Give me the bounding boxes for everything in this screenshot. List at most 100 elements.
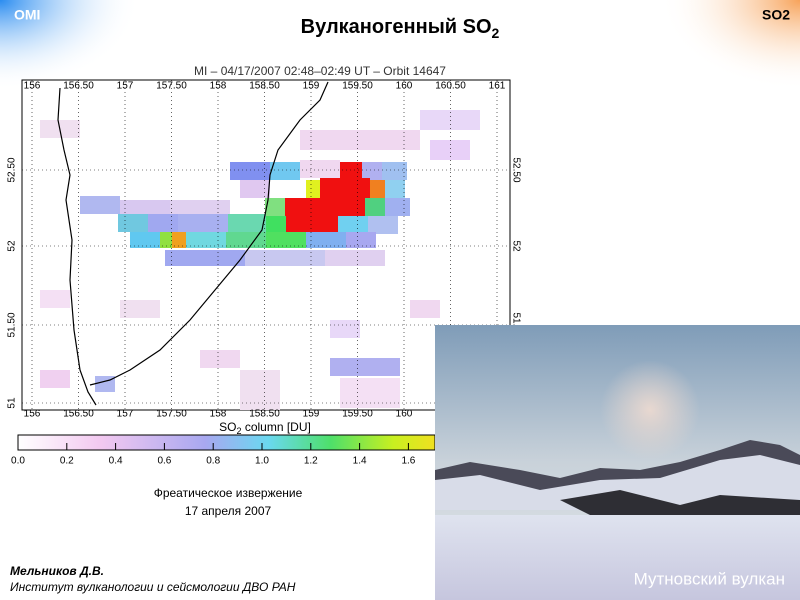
so2-pixel <box>40 290 70 308</box>
so2-pixel <box>80 196 120 214</box>
author-affiliation: Институт вулканологии и сейсмологии ДВО … <box>10 580 296 594</box>
lat-label: 52 <box>7 240 18 252</box>
photo: Мутновский вулкан <box>435 325 800 600</box>
so2-pixel <box>200 350 240 368</box>
lon-label: 158 <box>210 81 227 92</box>
so2-pixel <box>370 180 385 198</box>
so2-pixel <box>330 320 360 338</box>
title-sub: 2 <box>492 25 500 41</box>
so2-pixel <box>120 200 170 216</box>
so2-pixel <box>362 162 382 180</box>
photo-snowline <box>435 455 800 510</box>
lon-label: 157.50 <box>156 81 187 92</box>
so2-pixel <box>118 214 148 232</box>
so2-pixel <box>340 378 400 408</box>
colorbar-title: SO2 column [DU] <box>219 420 311 436</box>
colorbar <box>17 434 436 451</box>
lon-label: 158.50 <box>249 409 280 420</box>
so2-pixel <box>172 232 186 248</box>
colorbar-tick-label: 0.2 <box>60 456 74 467</box>
so2-pixel <box>306 180 320 198</box>
so2-pixel <box>320 178 370 200</box>
lon-label: 159 <box>303 81 320 92</box>
so2-pixel <box>230 162 270 180</box>
so2-pixel <box>338 216 368 234</box>
photo-caption: Мутновский вулкан <box>634 569 785 588</box>
colorbar-tick-label: 1.6 <box>401 456 415 467</box>
so2-pixel <box>300 130 420 150</box>
lon-label: 158 <box>210 409 227 420</box>
lat-label: 52.50 <box>7 157 18 182</box>
colorbar-tick-label: 1.4 <box>353 456 367 467</box>
colorbar-unit: column [DU] <box>242 420 311 434</box>
so2-pixel <box>160 232 172 248</box>
so2-pixel <box>330 358 400 376</box>
so2-pixel <box>410 300 440 318</box>
coastline <box>57 81 329 406</box>
lon-label: 157 <box>117 81 134 92</box>
so2-pixel <box>420 110 480 130</box>
colorbar-tick-label: 1.2 <box>304 456 318 467</box>
so2-pixel <box>306 232 346 248</box>
so2-pixel <box>266 216 286 234</box>
map-title: MI – 04/17/2007 02:48–02:49 UT – Orbit 1… <box>194 64 446 78</box>
lon-label: 160 <box>396 409 413 420</box>
so2-pixel <box>228 214 266 232</box>
so2-pixel <box>40 370 70 388</box>
so2-pixel <box>266 232 306 248</box>
photo-plume <box>600 360 700 460</box>
lon-label: 159.50 <box>342 81 373 92</box>
so2-pixel <box>186 232 226 248</box>
so2-pixel <box>368 216 398 234</box>
lon-label: 156.50 <box>63 81 94 92</box>
lon-label: 161 <box>489 81 506 92</box>
so2-pixel <box>346 232 376 248</box>
so2-pixel <box>130 232 160 248</box>
corner-glow <box>0 0 140 90</box>
header-right: SO2 <box>762 7 790 23</box>
lat-label: 51.50 <box>7 312 18 337</box>
so2-pixel <box>178 214 228 232</box>
caption-line: 17 апреля 2007 <box>185 504 272 518</box>
lon-label: 156 <box>24 81 41 92</box>
so2-pixel <box>365 198 385 216</box>
so2-pixel <box>226 232 266 248</box>
lon-label: 159 <box>303 409 320 420</box>
lon-label: 156 <box>24 409 41 420</box>
lon-label: 160 <box>396 81 413 92</box>
so2-pixel <box>148 214 178 232</box>
so2-pixels <box>40 110 480 410</box>
colorbar-tick-label: 0.0 <box>11 456 25 467</box>
so2-pixel <box>285 198 365 216</box>
slide-title: Вулканогенный SO2 <box>301 16 500 40</box>
photo-snow <box>435 515 800 600</box>
lon-label: 156.50 <box>63 409 94 420</box>
lat-label: 52.50 <box>510 157 521 182</box>
map: MI – 04/17/2007 02:48–02:49 UT – Orbit 1… <box>7 64 522 466</box>
colorbar-label: SO <box>219 420 236 434</box>
lon-label: 157.50 <box>156 409 187 420</box>
caption-line: Фреатическое извержение <box>154 486 303 500</box>
lon-label: 159.50 <box>342 409 373 420</box>
so2-pixel <box>340 162 362 180</box>
so2-pixel <box>270 162 300 180</box>
so2-pixel <box>245 250 325 266</box>
lat-label: 52 <box>510 240 521 252</box>
lat-label: 51 <box>7 397 18 409</box>
lon-label: 158.50 <box>249 81 280 92</box>
so2-pixel <box>325 250 385 266</box>
lon-label: 160.50 <box>435 81 466 92</box>
colorbar-ticks: 0.0 0.2 0.4 0.6 0.8 1.0 1.2 1.4 1.6 <box>11 443 416 467</box>
so2-pixel <box>165 250 245 266</box>
so2-pixel <box>240 370 280 410</box>
colorbar-tick-label: 0.8 <box>206 456 220 467</box>
title-text: Вулканогенный SO <box>301 16 492 38</box>
so2-pixel <box>265 198 285 216</box>
so2-pixel <box>385 198 410 216</box>
so2-pixel <box>240 180 270 198</box>
header-left: OMI <box>14 7 40 23</box>
colorbar-sub: 2 <box>236 426 241 436</box>
so2-pixel <box>120 300 160 318</box>
